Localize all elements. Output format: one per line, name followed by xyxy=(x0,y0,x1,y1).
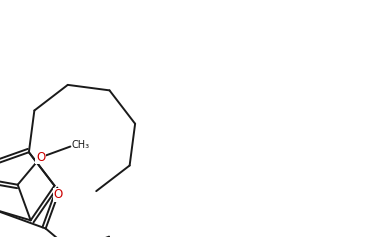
Text: CH₃: CH₃ xyxy=(72,140,90,150)
Text: O: O xyxy=(36,151,46,164)
Text: O: O xyxy=(53,188,63,201)
